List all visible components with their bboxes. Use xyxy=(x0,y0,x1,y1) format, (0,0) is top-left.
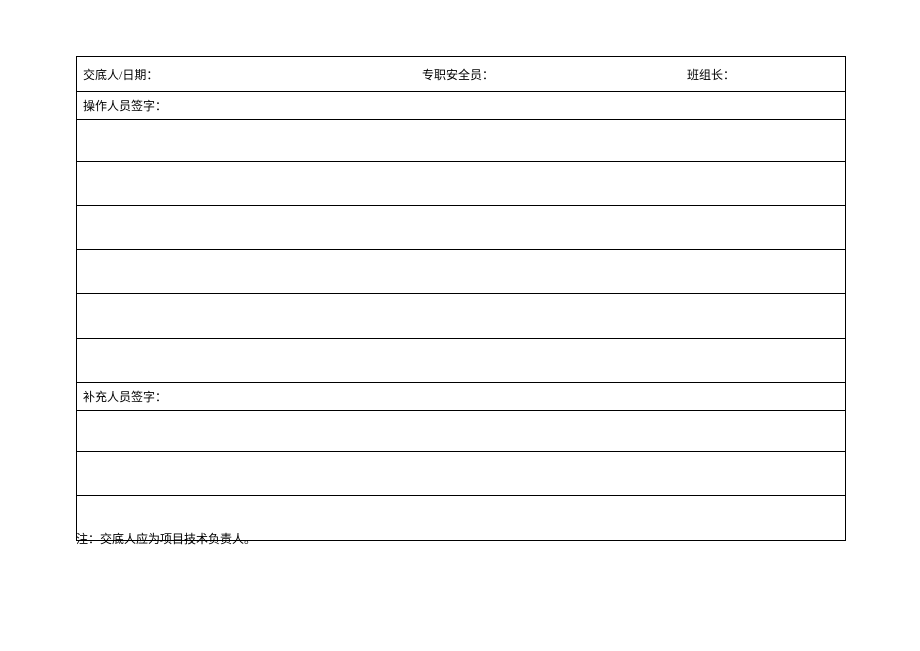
operator-signature-line xyxy=(77,250,845,294)
supplementary-signature-line xyxy=(77,452,845,496)
operator-signature-line xyxy=(77,294,845,339)
operator-signature-line xyxy=(77,162,845,206)
safety-officer-label: 专职安全员： xyxy=(422,66,687,83)
supplementary-signature-line xyxy=(77,411,845,452)
operator-signature-line xyxy=(77,339,845,383)
operator-signature-line xyxy=(77,120,845,162)
operator-signature-line xyxy=(77,206,845,250)
header-row: 交底人/日期： 专职安全员： 班组长： xyxy=(77,57,845,92)
team-leader-label: 班组长： xyxy=(687,66,845,83)
operator-signature-label: 操作人员签字： xyxy=(77,92,845,120)
signature-form: 交底人/日期： 专职安全员： 班组长： 操作人员签字： 补充人员签字： xyxy=(76,56,846,541)
supplementary-signature-label: 补充人员签字： xyxy=(77,383,845,411)
presenter-date-label: 交底人/日期： xyxy=(77,66,422,83)
footnote: 注：交底人应为项目技术负责人。 xyxy=(76,530,256,547)
